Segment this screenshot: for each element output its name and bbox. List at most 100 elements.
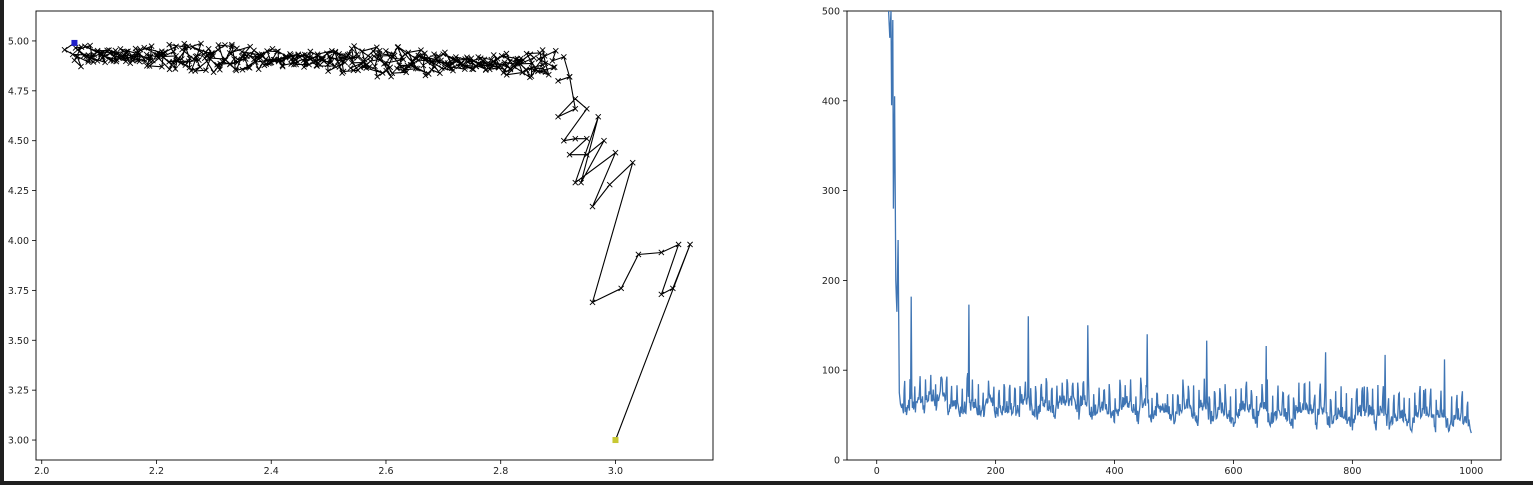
data-point-marker (252, 59, 259, 65)
data-point-marker (334, 58, 341, 65)
data-point-marker (572, 179, 579, 186)
data-point-marker (239, 66, 246, 73)
data-point-marker (520, 57, 527, 64)
data-point-marker (371, 63, 378, 70)
data-point-marker (113, 56, 120, 63)
data-point-marker (606, 181, 613, 188)
y-tick-label: 400 (822, 96, 840, 107)
data-point-marker (125, 48, 131, 55)
data-point-marker (498, 52, 505, 59)
data-point-marker (658, 291, 665, 298)
figure-canvas: 2.0 2.2 2.4 2.6 2.8 3.0 3.00 3.25 3.50 3.75 4.00 4.… (4, 0, 1533, 481)
data-point-marker (234, 59, 241, 66)
y-tick-label: 3.75 (8, 286, 29, 297)
data-point-marker (195, 57, 202, 64)
data-point-marker (210, 69, 217, 76)
data-point-marker (295, 51, 302, 58)
y-tick-label: 4.00 (8, 236, 29, 247)
data-point-marker (129, 54, 136, 61)
data-point-marker (179, 46, 185, 53)
data-point-marker (436, 70, 443, 77)
data-point-marker (359, 48, 366, 55)
data-point-marker (228, 41, 235, 48)
data-point-marker (111, 49, 117, 56)
data-point-marker (595, 113, 602, 120)
data-point-marker (382, 48, 389, 54)
data-point-marker (503, 71, 510, 78)
y-tick-label: 3.25 (8, 386, 29, 397)
data-point-marker (186, 64, 193, 71)
data-point-marker (528, 65, 535, 71)
data-point-marker (442, 49, 448, 56)
data-point-marker (349, 59, 355, 66)
end-point-marker (71, 39, 78, 46)
data-point-marker (541, 52, 548, 59)
y-tick-label: 4.50 (8, 136, 29, 147)
data-point-marker (90, 59, 97, 65)
data-point-marker (468, 55, 475, 62)
data-point-marker (134, 50, 141, 57)
data-point-marker (214, 64, 221, 70)
data-point-marker (572, 135, 579, 142)
data-point-marker (170, 48, 177, 55)
data-point-marker (188, 67, 195, 74)
data-point-marker (239, 48, 245, 55)
data-point-marker (201, 55, 208, 62)
data-point-marker (589, 203, 596, 210)
figure-svg: 2.0 2.2 2.4 2.6 2.8 3.0 3.00 3.25 3.50 3.75 4.00 4.… (8, 7, 1502, 477)
data-point-marker (542, 60, 549, 67)
data-point-marker (416, 53, 423, 60)
data-point-marker (264, 48, 271, 54)
data-point-marker (483, 66, 489, 73)
x-tick-label: 600 (1224, 466, 1242, 477)
data-point-marker (146, 63, 153, 69)
data-point-marker (514, 55, 521, 62)
x-tick-label: 3.0 (608, 466, 623, 477)
data-point-marker (566, 73, 573, 80)
data-point-marker (428, 59, 435, 66)
data-point-marker (457, 60, 464, 67)
data-point-marker (222, 56, 229, 63)
data-point-marker (447, 58, 454, 65)
data-point-marker (291, 61, 297, 68)
data-point-marker (551, 64, 558, 71)
x-tick-label: 0 (874, 466, 880, 477)
data-point-marker (239, 53, 245, 60)
data-point-marker (173, 43, 180, 50)
data-point-marker (421, 50, 428, 57)
x-tick-label: 2.4 (264, 466, 279, 477)
data-point-marker (475, 60, 482, 67)
data-point-marker (274, 48, 280, 55)
data-point-marker (418, 47, 424, 54)
data-point-marker (687, 241, 693, 248)
data-point-marker (117, 46, 124, 52)
data-point-marker (283, 53, 290, 60)
y-tick-label: 0 (834, 456, 840, 467)
data-point-marker (78, 63, 84, 70)
data-point-marker (501, 66, 508, 73)
data-point-marker (105, 47, 112, 54)
data-point-marker (181, 40, 188, 47)
x-tick-label: 2.0 (34, 466, 49, 477)
x-tick-label: 400 (1105, 466, 1123, 477)
data-point-marker (324, 61, 331, 68)
loss-line (887, 11, 1472, 434)
data-point-marker (307, 48, 314, 55)
x-tick-label: 200 (987, 466, 1005, 477)
data-point-marker (371, 53, 377, 60)
data-point-marker (137, 46, 144, 53)
data-point-marker (85, 59, 92, 65)
data-point-marker (288, 52, 294, 59)
data-point-marker (232, 66, 239, 73)
data-point-marker (415, 52, 422, 59)
data-point-marker (507, 66, 514, 73)
data-point-marker (226, 50, 233, 56)
data-point-marker (635, 251, 642, 258)
data-point-marker (98, 50, 105, 57)
data-point-marker (215, 46, 221, 53)
data-point-marker (317, 61, 324, 68)
data-point-marker (275, 48, 281, 55)
data-point-marker (320, 55, 326, 62)
data-point-marker (583, 135, 590, 142)
data-point-marker (400, 56, 407, 63)
